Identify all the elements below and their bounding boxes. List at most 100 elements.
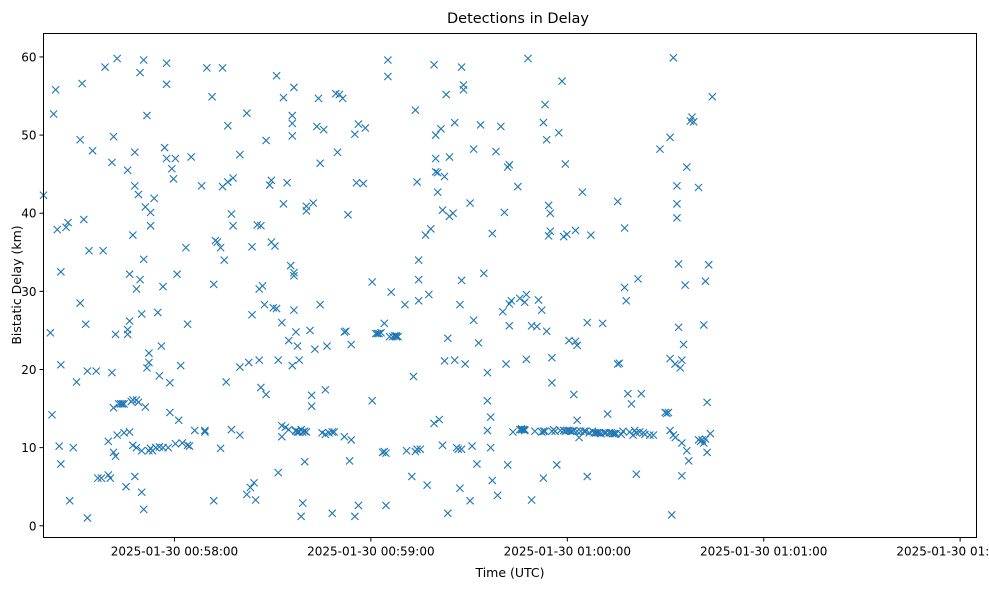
- data-point: [279, 199, 288, 208]
- data-point: [251, 496, 260, 504]
- data-point: [655, 145, 664, 154]
- data-point: [309, 199, 318, 208]
- data-point: [316, 159, 325, 168]
- data-point: [227, 210, 236, 218]
- data-point: [144, 349, 153, 358]
- data-point: [486, 443, 495, 452]
- data-point: [530, 427, 539, 436]
- data-point: [173, 270, 182, 279]
- data-point: [505, 160, 514, 169]
- data-point: [520, 425, 529, 434]
- data-point: [319, 125, 328, 134]
- data-point: [310, 345, 319, 354]
- data-point: [137, 488, 146, 497]
- data-point: [111, 330, 120, 339]
- data-point: [262, 136, 271, 145]
- data-point: [272, 304, 281, 313]
- data-point: [476, 120, 485, 129]
- data-point: [220, 256, 229, 265]
- data-point: [56, 360, 65, 369]
- data-point: [93, 474, 102, 483]
- data-point: [83, 513, 92, 522]
- data-point: [436, 124, 445, 133]
- data-point: [433, 168, 442, 177]
- data-point: [333, 148, 342, 157]
- data-point: [407, 472, 416, 481]
- data-point: [674, 323, 683, 332]
- data-point: [459, 81, 468, 90]
- data-point: [682, 163, 691, 172]
- x-tick-label: 2025-01-30 00:59:00: [307, 545, 434, 559]
- y-tick-label: 20: [21, 363, 36, 377]
- data-point: [130, 472, 139, 481]
- data-point: [222, 378, 231, 386]
- data-point: [185, 442, 194, 451]
- data-point: [383, 72, 392, 81]
- x-tick-label: 2025-01-30 01:00:00: [504, 545, 631, 559]
- data-point: [130, 181, 139, 190]
- data-point: [113, 54, 122, 63]
- data-point: [183, 441, 192, 450]
- data-point: [159, 282, 167, 291]
- data-point: [142, 111, 151, 120]
- data-point: [246, 483, 255, 492]
- data-point: [281, 423, 290, 432]
- data-point: [350, 130, 359, 139]
- data-point: [289, 306, 298, 315]
- data-point: [539, 474, 548, 483]
- data-point: [125, 428, 134, 437]
- data-point: [455, 484, 464, 493]
- data-point: [328, 509, 337, 518]
- data-point: [662, 409, 671, 418]
- data-point: [542, 327, 551, 336]
- data-point: [527, 496, 536, 504]
- data-point: [564, 336, 573, 345]
- data-point: [125, 317, 134, 326]
- data-point: [637, 389, 646, 398]
- data-point: [120, 399, 129, 408]
- data-point: [431, 167, 440, 176]
- data-point: [610, 429, 619, 438]
- data-point: [674, 260, 683, 269]
- data-point: [552, 460, 561, 469]
- data-point: [64, 218, 73, 227]
- data-point: [522, 290, 531, 299]
- data-point: [486, 413, 495, 422]
- data-point: [449, 209, 458, 218]
- data-point: [48, 410, 57, 419]
- data-point: [649, 431, 658, 440]
- data-point: [445, 152, 454, 161]
- data-point: [578, 188, 587, 197]
- data-point: [274, 356, 283, 365]
- data-point: [146, 221, 155, 230]
- data-point: [450, 356, 459, 365]
- data-point: [284, 336, 293, 345]
- data-point: [200, 428, 209, 437]
- data-point: [424, 290, 433, 299]
- data-point: [479, 269, 488, 278]
- data-point: [440, 172, 449, 181]
- data-point: [598, 319, 607, 328]
- data-point: [81, 320, 90, 329]
- data-point: [85, 246, 93, 255]
- data-point: [235, 150, 244, 159]
- data-point: [579, 427, 588, 436]
- data-point: [377, 328, 386, 337]
- data-point: [128, 441, 137, 450]
- data-point: [104, 437, 113, 446]
- data-point: [586, 231, 595, 240]
- data-point: [97, 474, 106, 483]
- data-point: [187, 152, 196, 161]
- data-point: [181, 243, 190, 252]
- data-point: [328, 428, 337, 437]
- data-point: [144, 358, 153, 367]
- data-point: [56, 267, 65, 276]
- data-point: [468, 442, 477, 451]
- plot-frame: [43, 33, 977, 538]
- data-point: [547, 353, 556, 362]
- data-point: [455, 300, 464, 309]
- data-point: [279, 93, 288, 102]
- data-point: [677, 438, 686, 447]
- data-point: [571, 226, 580, 235]
